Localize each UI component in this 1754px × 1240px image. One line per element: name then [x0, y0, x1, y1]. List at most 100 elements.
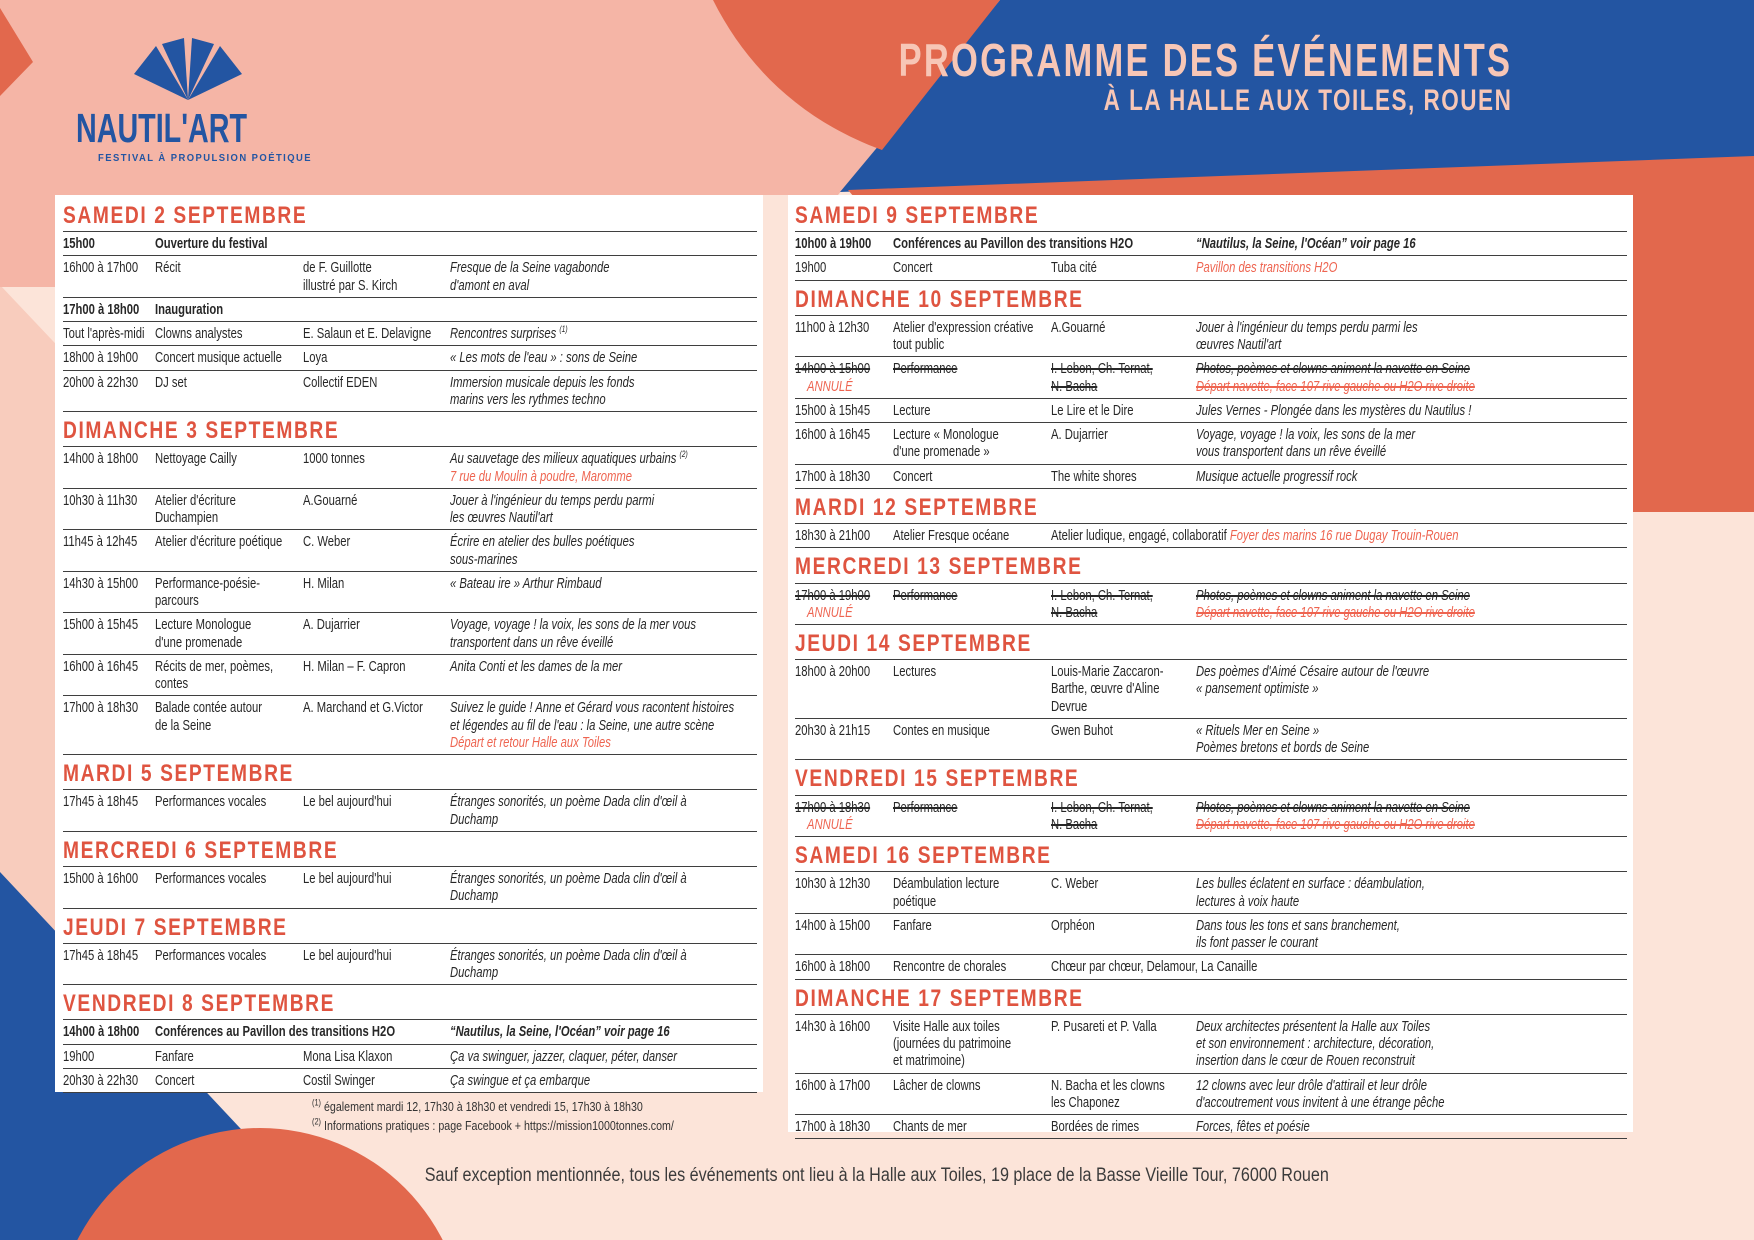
event-cell: DJ set — [155, 373, 187, 391]
event-cell: Balade contée autour de la Seine — [155, 699, 262, 734]
desc-line: Jules Vernes - Plongée dans les mystères… — [1196, 401, 1472, 419]
desc-line: Au sauvetage des milieux aquatiques urba… — [450, 449, 688, 468]
time-cell: 17h00 à 18h00 — [63, 300, 140, 318]
event-cell: Concert — [155, 1071, 195, 1089]
desc-line: Départ navette, face 107 rive gauche ou … — [1196, 603, 1475, 621]
time-cell: 18h00 à 20h00 — [795, 663, 871, 681]
event-row: 16h00 à 18h00 Rencontre de chorales Chœur … — [795, 954, 1627, 980]
event-row: 18h00 à 19h00 Concert musique actuelle Loy… — [63, 345, 757, 369]
day-section: DIMANCHE 10 SEPTEMBRE 11h00 à 12h30 Atelie… — [795, 281, 1627, 489]
event-row: 10h30 à 11h30 Atelier d'écriture Duchampi… — [63, 487, 757, 530]
footnotes: (1) également mardi 12, 17h30 à 18h30 et… — [312, 1098, 753, 1136]
time-cell: 19h00 — [795, 259, 827, 277]
coral-circle-shape — [77, 1128, 443, 1240]
event-cell: Atelier d'écriture Duchampien — [155, 491, 236, 527]
day-heading: JEUDI 14 SEPTEMBRE — [795, 630, 1032, 657]
time-cell: 14h30 à 15h00 — [63, 574, 139, 592]
event-cell: Performances vocales — [155, 870, 267, 887]
event-cell: Ouverture du festival — [155, 235, 268, 253]
desc-cell: Rencontres surprises (1) — [450, 322, 757, 345]
people-cell: I. Lebon, Ch. Ternat, N. Bacha — [1051, 586, 1153, 621]
desc-line: lectures à voix haute — [1196, 892, 1300, 910]
time-cell: 17h00 à 19h00 ANNULÉ — [795, 584, 893, 625]
logo-tagline: FESTIVAL À PROPULSION POÉTIQUE — [98, 152, 313, 164]
event-row: 17h00 à 18h30 Chants de mer Bordées de rim… — [795, 1114, 1627, 1140]
people-cell: A. Marchand et G.Victor — [303, 699, 423, 717]
day-heading: SAMEDI 16 SEPTEMBRE — [795, 842, 1052, 870]
people-cell: H. Milan – F. Capron — [303, 657, 406, 675]
people-cell: Bordées de rimes — [1051, 1118, 1140, 1135]
desc-line: “Nautilus, la Seine, l'Océan” voir page … — [450, 1023, 670, 1041]
blue-banner-shape — [840, 0, 1754, 192]
day-heading: DIMANCHE 10 SEPTEMBRE — [795, 285, 1084, 313]
desc-line: insertion dans le cœur de Rouen reconstr… — [1196, 1052, 1415, 1070]
event-cell: Lectures — [893, 663, 937, 681]
desc-cell: Photos, poèmes et clowns animent la nave… — [1196, 357, 1627, 398]
title-line1: PROGRAMME DES ÉVÉNEMENTS — [898, 34, 1512, 86]
desc-line: Forces, fêtes et poésie — [1196, 1118, 1310, 1135]
desc-line: Ça swingue et ça embarque — [450, 1071, 591, 1089]
day-heading: MERCREDI 13 SEPTEMBRE — [795, 553, 1083, 581]
time-cell: 16h00 à 18h00 — [795, 958, 871, 976]
desc-cell: “Nautilus, la Seine, l'Océan” voir page … — [1196, 232, 1627, 255]
event-cell: Atelier d'expression créative tout publi… — [893, 318, 1034, 354]
day-section: DIMANCHE 3 SEPTEMBRE 14h00 à 18h00 Nettoya… — [63, 412, 757, 756]
desc-cell: « Bateau ire » Arthur Rimbaud — [450, 572, 757, 613]
people-cell: de F. Guillotte illustré par S. Kirch — [303, 259, 398, 294]
time-cell: 19h00 — [63, 1047, 95, 1065]
time-cell: 16h00 à 16h45 — [795, 426, 871, 444]
event-row: 17h45 à 18h45 Performances vocales Le bel … — [63, 789, 757, 832]
time-cell: 15h00 à 15h45 — [63, 616, 139, 634]
event-cell: Performance — [893, 798, 958, 816]
desc-cell: Étranges sonorités, un poème Dada clin d… — [450, 790, 757, 831]
desc-line: Poèmes bretons et bords de Seine — [1196, 739, 1370, 757]
people-cell: Le bel aujourd'hui — [303, 870, 392, 887]
time-cell: 17h45 à 18h45 — [63, 793, 139, 811]
desc-cell — [450, 298, 757, 321]
desc-line: d'amont en aval — [450, 276, 530, 294]
event-cell: Inauguration — [155, 300, 224, 318]
time-cell: 15h00 — [63, 235, 95, 253]
desc-line: les œuvres Nautil'art — [450, 509, 553, 527]
desc-cell: Étranges sonorités, un poème Dada clin d… — [450, 867, 757, 908]
event-row: 20h00 à 22h30 DJ set Collectif EDEN Immersi… — [63, 369, 757, 413]
desc-line: et son environnement : architecture, déc… — [1196, 1035, 1435, 1052]
event-cell: Conférences au Pavillon des transitions … — [155, 1023, 396, 1041]
desc-line: Voyage, voyage ! la voix, les sons de la… — [1196, 426, 1416, 444]
logo-wordmark: NAUTIL'ART — [76, 105, 248, 152]
event-row: 17h00 à 18h00 Inauguration — [63, 296, 757, 321]
desc-line: transportent dans un rêve éveillé — [450, 633, 614, 651]
event-cell: Clowns analystes — [155, 325, 243, 343]
desc-cell: Au sauvetage des milieux aquatiques urba… — [450, 447, 757, 488]
time-cell: 17h00 à 18h30 — [63, 699, 139, 717]
footnote: (2) Informations pratiques : page Facebo… — [312, 1116, 674, 1133]
event-cell: Déambulation lecture poétique — [893, 875, 1000, 910]
desc-line: Ça va swinguer, jazzer, claquer, péter, … — [450, 1047, 678, 1065]
footnote: (1) également mardi 12, 17h30 à 18h30 et… — [312, 1097, 643, 1114]
desc-line: Suivez le guide ! Anne et Gérard vous ra… — [450, 699, 735, 717]
event-row: 16h00 à 16h45 Lecture « Monologue d'une p… — [795, 422, 1627, 464]
time-cell: 17h00 à 18h30 — [795, 467, 871, 485]
event-cell: Fanfare — [155, 1047, 194, 1065]
event-row: 17h00 à 18h30 Concert The white shores Musi… — [795, 463, 1627, 489]
desc-line: Étranges sonorités, un poème Dada clin d… — [450, 793, 687, 811]
corner-wedge-shape — [0, 8, 33, 96]
desc-line: 12 clowns avec leur drôle d'attirail et … — [1196, 1076, 1428, 1094]
day-section: MERCREDI 6 SEPTEMBRE 15h00 à 16h00 Perform… — [63, 832, 757, 909]
people-cell: I. Lebon, Ch. Ternat, N. Bacha — [1051, 360, 1153, 395]
people-cell: Collectif EDEN — [303, 373, 378, 391]
people-cell: E. Salaun et E. Delavigne — [303, 325, 432, 343]
people-cell: N. Bacha et les clowns les Chaponez — [1051, 1076, 1165, 1111]
event-row: Tout l'après-midi Clowns analystes E. Sala… — [63, 321, 757, 345]
desc-line: Fresque de la Seine vagabonde — [450, 259, 610, 277]
event-cell: Chants de mer — [893, 1118, 967, 1135]
event-row: 14h00 à 15h00 ANNULÉ Performance I. Lebon, … — [795, 356, 1627, 398]
event-row: 16h00 à 17h00 Lâcher de clowns N. Bacha et… — [795, 1072, 1627, 1115]
desc-line: Jouer à l'ingénieur du temps perdu parmi — [450, 491, 655, 509]
desc-cell: Les bulles éclatent en surface : déambul… — [1196, 872, 1627, 913]
desc-cell: Écrire en atelier des bulles poétiques so… — [450, 530, 757, 571]
people-cell: Costil Swinger — [303, 1071, 375, 1089]
event-cell: Visite Halle aux toiles (journées du pat… — [893, 1017, 1012, 1070]
desc-line: Musique actuelle progressif rock — [1196, 467, 1358, 485]
